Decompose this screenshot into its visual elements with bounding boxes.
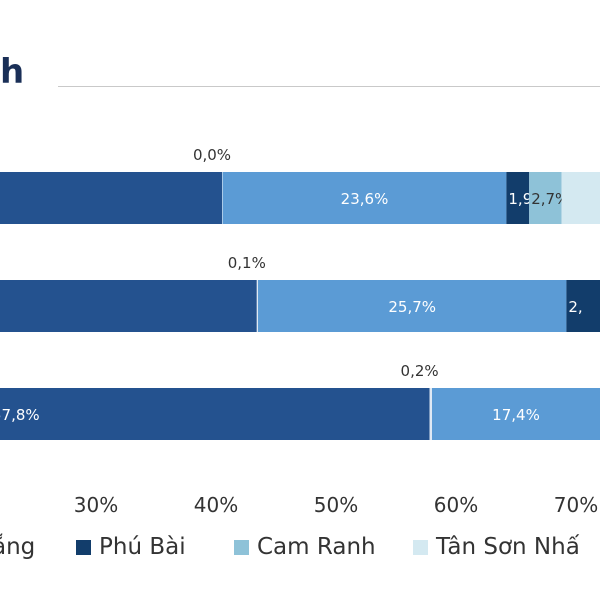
legend-label-tan-son-nhat: Tân Sơn Nhấ bbox=[436, 534, 580, 560]
bar-1-label-1: 0,1% bbox=[228, 254, 266, 272]
x-tick-label-4: 70% bbox=[554, 493, 598, 517]
bar-1-segment-3 bbox=[566, 280, 600, 332]
legend-swatch-tan-son-nhat bbox=[413, 539, 428, 555]
bar-0-segment-3 bbox=[506, 172, 530, 224]
bar-2-segment-0 bbox=[0, 388, 430, 440]
legend-label-phu-bai: Phú Bài bbox=[99, 534, 186, 560]
chart-legend: ẵng Phú Bài Cam Ranh Tân Sơn Nhấ bbox=[0, 530, 600, 564]
bar-0-segment-1 bbox=[222, 172, 223, 224]
legend-swatch-cam-ranh bbox=[234, 539, 249, 555]
legend-item-tan-son-nhat: Tân Sơn Nhấ bbox=[413, 530, 580, 564]
legend-item-cam-ranh: Cam Ranh bbox=[234, 530, 376, 564]
legend-item-da-nang: ẵng bbox=[0, 530, 35, 564]
bar-2-segment-2 bbox=[432, 388, 600, 440]
title-divider bbox=[58, 86, 600, 87]
x-tick-label-3: 60% bbox=[434, 493, 478, 517]
x-tick-label-0: 30% bbox=[74, 493, 118, 517]
bar-1-segment-2 bbox=[258, 280, 567, 332]
bar-1-label-3: 2, bbox=[568, 298, 582, 316]
x-tick-label-1: 40% bbox=[194, 493, 238, 517]
bar-0-label-2: 23,6% bbox=[341, 190, 389, 208]
bar-1-label-2: 25,7% bbox=[388, 298, 436, 316]
bar-0-label-1: 0,0% bbox=[193, 146, 231, 164]
legend-swatch-phu-bai bbox=[76, 539, 91, 555]
bar-1-segment-1 bbox=[256, 280, 258, 332]
chart-title: h bbox=[0, 52, 25, 92]
x-tick-label-2: 50% bbox=[314, 493, 358, 517]
bar-1-segment-0 bbox=[0, 280, 257, 332]
bar-0-segment-2 bbox=[222, 172, 507, 224]
bar-2-label-1: 0,2% bbox=[401, 362, 439, 380]
legend-label-da-nang: ẵng bbox=[0, 534, 36, 560]
bar-2-segment-1 bbox=[429, 388, 432, 440]
legend-item-phu-bai: Phú Bài bbox=[76, 530, 186, 564]
legend-label-cam-ranh: Cam Ranh bbox=[257, 534, 376, 560]
bar-2-label-2: 17,4% bbox=[492, 406, 540, 424]
bar-0-segment-0 bbox=[0, 172, 222, 224]
bar-0-segment-5 bbox=[561, 172, 600, 224]
bar-0-segment-4 bbox=[529, 172, 562, 224]
bar-0-label-4: 2,7% bbox=[531, 190, 569, 208]
bar-2-label-0: 57,8% bbox=[0, 406, 40, 424]
